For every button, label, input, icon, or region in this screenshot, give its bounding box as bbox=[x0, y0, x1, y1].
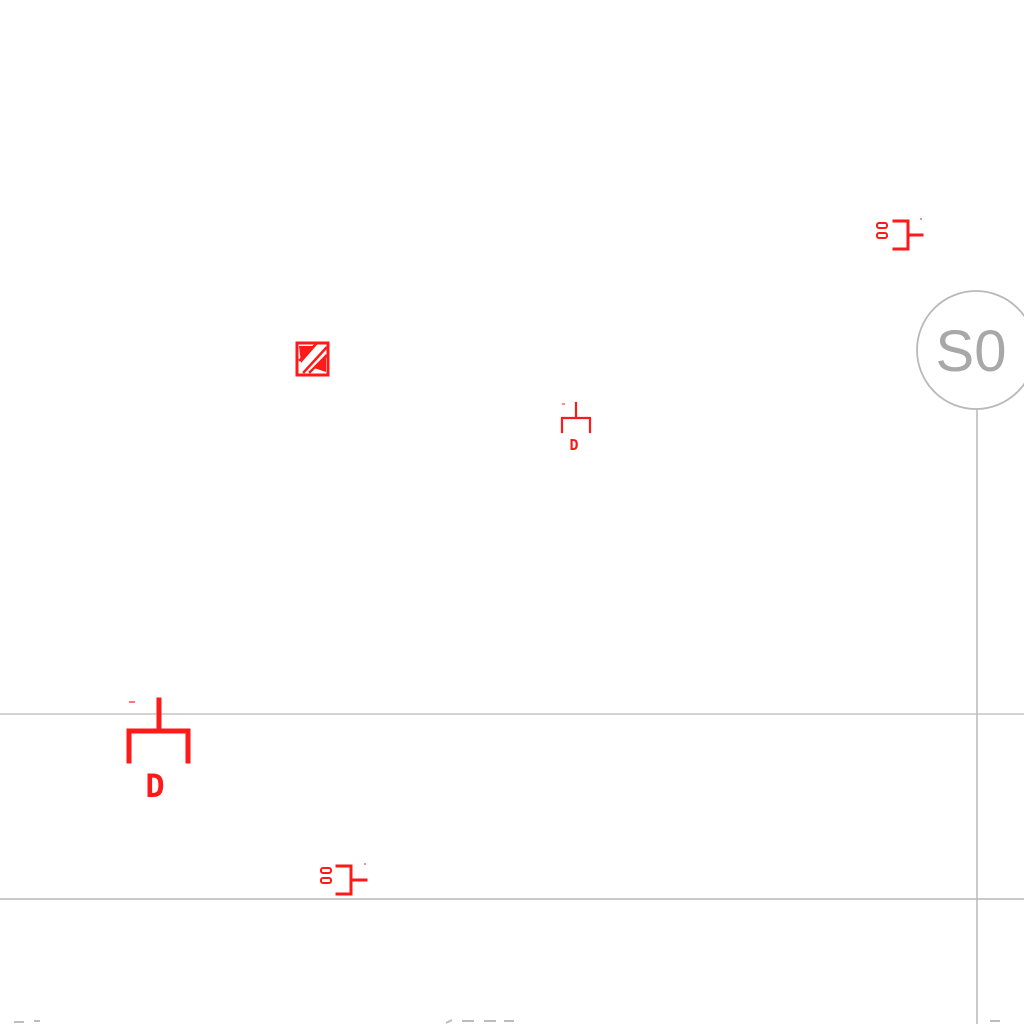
switch-receptacle-symbol-top[interactable] bbox=[876, 218, 924, 251]
switch-bracket bbox=[892, 219, 924, 251]
scale-fragment-left bbox=[14, 1020, 40, 1023]
wall-outlet-bracket bbox=[126, 697, 191, 764]
wall-outlet-label: D bbox=[145, 767, 164, 805]
switch-bracket bbox=[335, 864, 368, 896]
hatched-box-frame bbox=[295, 341, 330, 377]
hatched-box-diagonals bbox=[298, 342, 328, 374]
scale-fragment-center bbox=[445, 1019, 514, 1024]
wall-outlet-symbol-small[interactable]: D bbox=[560, 401, 592, 454]
wall-outlet-bracket bbox=[560, 401, 592, 434]
switch-receptacle-symbol-bottom[interactable] bbox=[320, 863, 368, 896]
receptacle-box-bottom bbox=[320, 877, 332, 884]
wall-outlet-symbol-large[interactable]: D bbox=[126, 697, 191, 805]
receptacle-box-top bbox=[876, 222, 888, 229]
grid-bubble-circle bbox=[916, 290, 1024, 410]
receptacle-box-top bbox=[320, 867, 332, 874]
hatched-box-symbol[interactable] bbox=[295, 341, 330, 377]
wall-outlet-label: D bbox=[569, 436, 578, 454]
grid-bubble-label: S0 bbox=[936, 319, 1007, 384]
grid-bubble-s0[interactable]: S0 bbox=[916, 290, 1024, 410]
receptacle-box-bottom bbox=[876, 232, 888, 239]
bottom-scale-fragments bbox=[14, 1019, 1000, 1024]
